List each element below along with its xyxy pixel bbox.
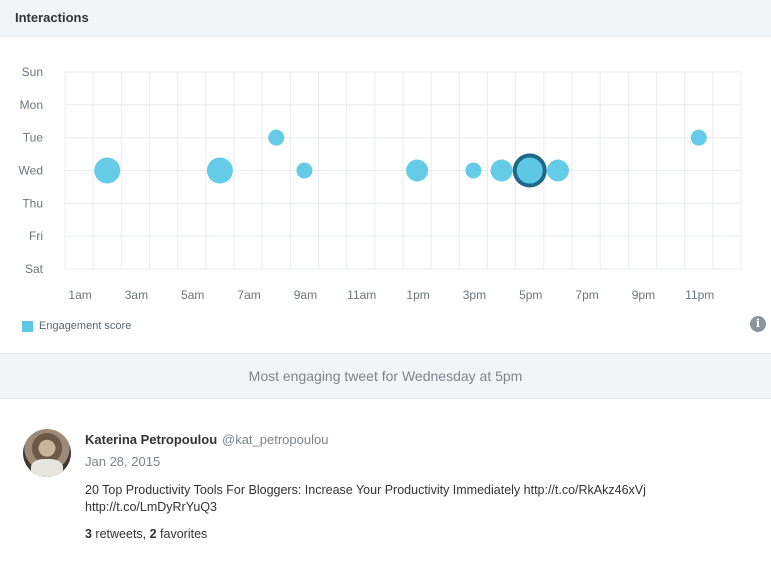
- y-tick-label: Fri: [29, 229, 43, 243]
- data-point[interactable]: [490, 159, 513, 182]
- info-icon[interactable]: i: [750, 316, 766, 332]
- tweet-text-line2: http://t.co/LmDyRrYuQ3: [85, 500, 217, 514]
- tweet-stats: 3 retweets, 2 favorites: [85, 527, 207, 541]
- legend-label: Engagement score: [39, 320, 132, 332]
- x-tick-label: 11am: [347, 288, 376, 302]
- favorite-count: 2: [149, 527, 157, 541]
- tweet-author-name[interactable]: Katerina Petropoulou: [85, 432, 218, 447]
- legend-swatch: [22, 320, 33, 332]
- x-tick-label: 9am: [294, 288, 317, 302]
- favorites-label: favorites: [156, 527, 208, 541]
- y-tick-label: Wed: [19, 164, 43, 178]
- data-point[interactable]: [546, 159, 569, 182]
- tweet-date: Jan 28, 2015: [85, 454, 161, 469]
- data-point[interactable]: [690, 129, 707, 146]
- data-point[interactable]: [406, 159, 429, 182]
- data-point[interactable]: [268, 129, 285, 146]
- data-point[interactable]: [465, 162, 482, 179]
- tweet-card: Katerina Petropoulou @kat_petropoulou Ja…: [0, 398, 771, 577]
- retweet-count: 3: [85, 527, 92, 541]
- data-point-selected[interactable]: [512, 153, 547, 188]
- retweets-label: retweets,: [91, 527, 150, 541]
- y-tick-label: Thu: [22, 196, 43, 210]
- data-point[interactable]: [296, 162, 313, 179]
- interactions-chart: Sun Mon Tue Wed Thu Fri Sat 1am 3am 5am 7am 9am 11am…: [19, 65, 742, 302]
- data-point[interactable]: [94, 157, 121, 184]
- x-tick-label: 7pm: [575, 288, 598, 302]
- y-tick-label: Mon: [20, 98, 43, 112]
- tweet-author-handle[interactable]: @kat_petropoulou: [222, 432, 329, 447]
- x-tick-label: 3am: [125, 288, 148, 302]
- x-tick-label: 3pm: [463, 288, 486, 302]
- tweet-text: 20 Top Productivity Tools For Bloggers: …: [85, 482, 745, 516]
- tweet-section-heading: Most engaging tweet for Wednesday at 5pm: [0, 353, 771, 399]
- x-tick-label: 7am: [237, 288, 260, 302]
- x-tick-label: 1pm: [406, 288, 429, 302]
- x-tick-label: 11pm: [685, 288, 714, 302]
- y-tick-label: Sat: [25, 262, 44, 276]
- y-tick-label: Sun: [22, 65, 43, 79]
- tweet-text-line1: 20 Top Productivity Tools For Bloggers: …: [85, 483, 646, 497]
- interactions-header: Interactions: [0, 0, 771, 37]
- chart-legend: Engagement score: [22, 320, 131, 332]
- panel-title: Interactions: [15, 10, 89, 25]
- x-tick-label: 1am: [68, 288, 91, 302]
- data-point[interactable]: [206, 157, 233, 184]
- x-tick-label: 5am: [181, 288, 204, 302]
- y-tick-label: Tue: [23, 131, 44, 145]
- avatar[interactable]: [23, 429, 71, 477]
- x-tick-label: 5pm: [519, 288, 542, 302]
- x-tick-label: 9pm: [632, 288, 655, 302]
